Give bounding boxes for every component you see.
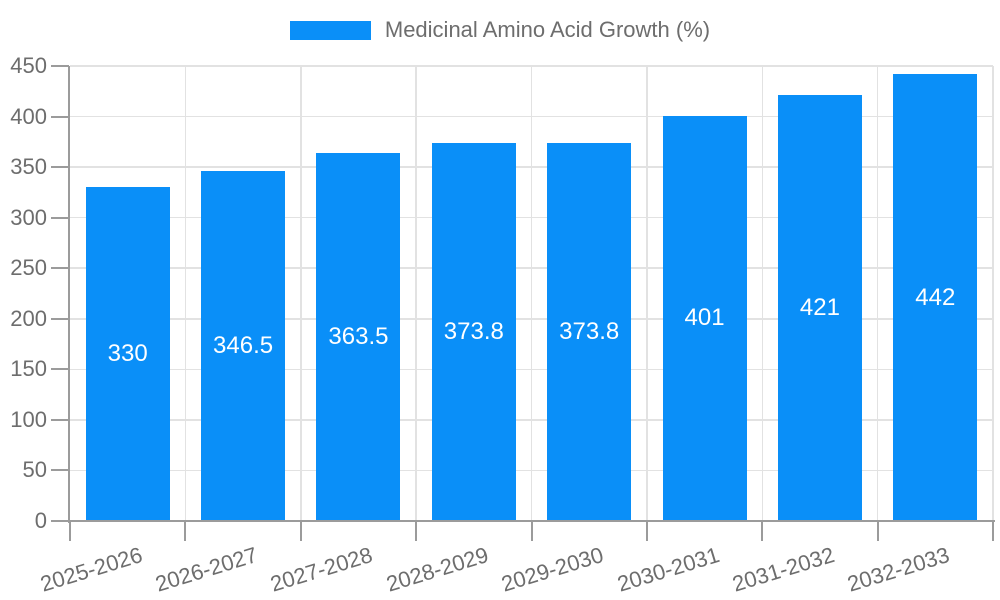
y-axis-tick	[51, 418, 69, 421]
y-axis-tick	[51, 115, 69, 118]
y-axis-tick	[51, 520, 69, 522]
gridline-vertical	[876, 66, 879, 521]
x-axis-tick	[876, 521, 879, 541]
x-axis-tick	[761, 521, 764, 541]
bar[interactable]	[893, 74, 978, 521]
y-axis-label: 450	[10, 53, 47, 78]
y-axis-label: 50	[22, 457, 47, 483]
y-axis-label: 150	[10, 356, 47, 382]
y-axis-tick	[51, 216, 69, 219]
y-axis-label: 400	[10, 103, 47, 129]
plot-area: 330 346.5 363.5 373.8 373.8 401 421 442	[70, 65, 994, 521]
x-axis-tick	[530, 521, 533, 541]
bar[interactable]	[777, 95, 862, 521]
legend-item[interactable]: Medicinal Amino Acid Growth (%)	[0, 17, 1000, 43]
y-axis-tick	[51, 469, 69, 472]
y-axis-tick	[51, 317, 69, 320]
legend-swatch	[289, 20, 371, 40]
y-axis-label: 100	[10, 406, 47, 432]
x-axis-tick	[299, 521, 302, 541]
gridline-vertical	[415, 66, 417, 521]
gridline-vertical	[530, 66, 533, 521]
bar[interactable]	[431, 143, 516, 521]
y-axis-tick	[51, 166, 69, 169]
y-axis-label: 200	[10, 305, 47, 331]
bar[interactable]	[316, 153, 401, 521]
y-axis-line	[68, 66, 70, 523]
x-axis-line	[52, 520, 995, 522]
y-axis-tick	[51, 65, 69, 67]
x-axis-tick	[992, 521, 994, 541]
x-axis-tick	[645, 521, 648, 541]
gridline-vertical	[300, 66, 302, 521]
y-axis-label: 0	[34, 508, 47, 533]
y-axis-tick	[51, 368, 69, 371]
bar[interactable]	[547, 143, 632, 521]
y-axis-tick	[51, 267, 69, 270]
gridline-vertical	[761, 66, 763, 521]
x-axis-tick	[184, 521, 187, 541]
y-axis-label: 350	[10, 154, 47, 180]
y-axis-label: 300	[10, 204, 47, 230]
bar[interactable]	[85, 187, 170, 521]
y-axis-label: 250	[10, 255, 47, 281]
gridline-vertical	[184, 66, 187, 521]
gridline-vertical	[646, 66, 648, 521]
x-axis-tick	[415, 521, 418, 541]
gridline-vertical	[992, 66, 994, 521]
bar[interactable]	[201, 170, 286, 521]
bar[interactable]	[662, 115, 747, 521]
x-axis-tick	[69, 521, 71, 541]
legend-label: Medicinal Amino Acid Growth (%)	[384, 17, 711, 42]
